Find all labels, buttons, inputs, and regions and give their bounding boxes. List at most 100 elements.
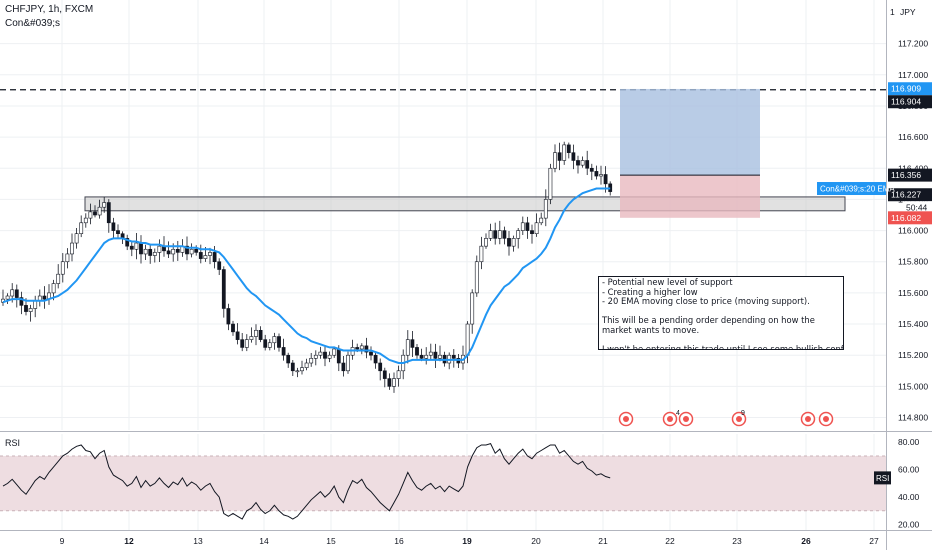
candle-body — [488, 230, 493, 239]
candle-body — [479, 245, 484, 263]
event-dot — [683, 416, 689, 422]
candle-body — [272, 336, 277, 344]
candle-body — [484, 238, 488, 247]
candle-body — [603, 174, 608, 185]
x-tick-label: 21 — [598, 536, 608, 546]
candle-body — [277, 336, 281, 348]
candle-body — [267, 342, 272, 348]
x-tick-label: 23 — [732, 536, 742, 546]
candle-body — [548, 167, 553, 200]
candle-body — [129, 245, 134, 250]
annotation-line: - 20 EMA moving close to price (moving s… — [602, 296, 810, 307]
annotation-line: - Potential new level of support — [602, 277, 733, 287]
candle-body — [507, 238, 511, 247]
y-tick-label: 114.800 — [898, 413, 928, 423]
candle-body — [346, 354, 350, 372]
candle-body — [438, 354, 442, 359]
candle-body — [106, 202, 111, 224]
candle-body — [497, 230, 502, 239]
x-tick-label: 22 — [665, 536, 675, 546]
candle-body — [332, 348, 337, 356]
target-line-tag: 116.904 — [891, 97, 921, 107]
target-price-tag: 116.909 — [891, 84, 921, 94]
candle-body — [465, 323, 470, 356]
rsi-layer: RSI — [2, 438, 611, 520]
x-tick-label: 27 — [869, 536, 879, 546]
candle-body — [534, 222, 539, 234]
countdown-tag: 50:44 — [906, 203, 928, 213]
candle-body — [530, 230, 534, 234]
candle-body — [539, 217, 544, 224]
rsi-value-tag: RSI — [876, 474, 889, 483]
candle-body — [304, 362, 309, 368]
candle-body — [240, 339, 245, 348]
event-dot — [667, 416, 673, 422]
ema-label-bg — [817, 182, 886, 196]
y-unit-label: JPY — [900, 7, 916, 17]
candle-body — [553, 152, 557, 169]
candle-body — [10, 289, 15, 297]
candle-body — [511, 238, 516, 247]
event-dot — [623, 416, 629, 422]
candle-body — [24, 305, 28, 312]
candle-body — [585, 160, 590, 169]
y-tick-label: 115.000 — [898, 381, 928, 391]
candle-body — [516, 230, 521, 239]
candle-body — [111, 222, 116, 231]
candle-body — [323, 351, 327, 359]
candle-body — [580, 160, 585, 166]
x-tick-label: 14 — [259, 536, 269, 546]
candle-body — [258, 329, 263, 340]
candle-body — [433, 351, 438, 359]
candle-body — [51, 283, 56, 294]
candle-body — [562, 144, 567, 161]
event-dot — [823, 416, 829, 422]
candle-body — [28, 308, 33, 312]
x-tick-label: 13 — [193, 536, 203, 546]
candle-body — [79, 222, 84, 234]
candle-body — [116, 230, 120, 234]
candle-body — [93, 211, 97, 216]
candle-body — [415, 347, 419, 356]
candle-body — [148, 248, 153, 256]
candle-body — [359, 345, 364, 350]
candle-body — [451, 354, 456, 359]
y-tick-label: 116.000 — [898, 226, 928, 236]
study-label: Con&#039;s — [5, 18, 61, 29]
candle-body — [83, 217, 88, 224]
candle-body — [263, 339, 268, 348]
candle-body — [143, 248, 148, 255]
candle-body — [424, 354, 429, 359]
candle-body — [217, 261, 222, 270]
event-count: 4 — [676, 410, 680, 417]
y-tick-label: 117.200 — [898, 39, 928, 49]
x-tick-label: 15 — [326, 536, 336, 546]
candle-body — [203, 255, 208, 259]
candle-body — [175, 248, 180, 253]
candle-body — [88, 211, 93, 219]
candle-body — [194, 248, 199, 253]
candle-body — [419, 354, 424, 359]
candle-body — [396, 370, 401, 379]
candle-body — [405, 339, 410, 356]
countdown-tag-bg — [903, 201, 932, 215]
candle-body — [290, 362, 295, 372]
candle-body — [378, 362, 383, 372]
y-tick-label: 115.800 — [898, 257, 928, 267]
candle-body — [226, 308, 231, 325]
x-tick-label: 19 — [462, 536, 472, 546]
x-tick-label: 12 — [124, 536, 134, 546]
target-area — [620, 88, 760, 176]
rsi-line — [2, 442, 611, 520]
rsi-pane-label: RSI — [5, 438, 20, 448]
candle-body — [295, 370, 300, 373]
event-dot — [736, 416, 742, 422]
annotation-line: market wants to move. — [602, 324, 700, 335]
ema-layer — [2, 187, 611, 364]
annotation-note[interactable]: - Potential new level of support - Creati… — [598, 276, 844, 350]
candle-body — [60, 261, 65, 275]
current-price-tag: 116.227 — [891, 190, 921, 200]
candle-body — [5, 295, 10, 300]
